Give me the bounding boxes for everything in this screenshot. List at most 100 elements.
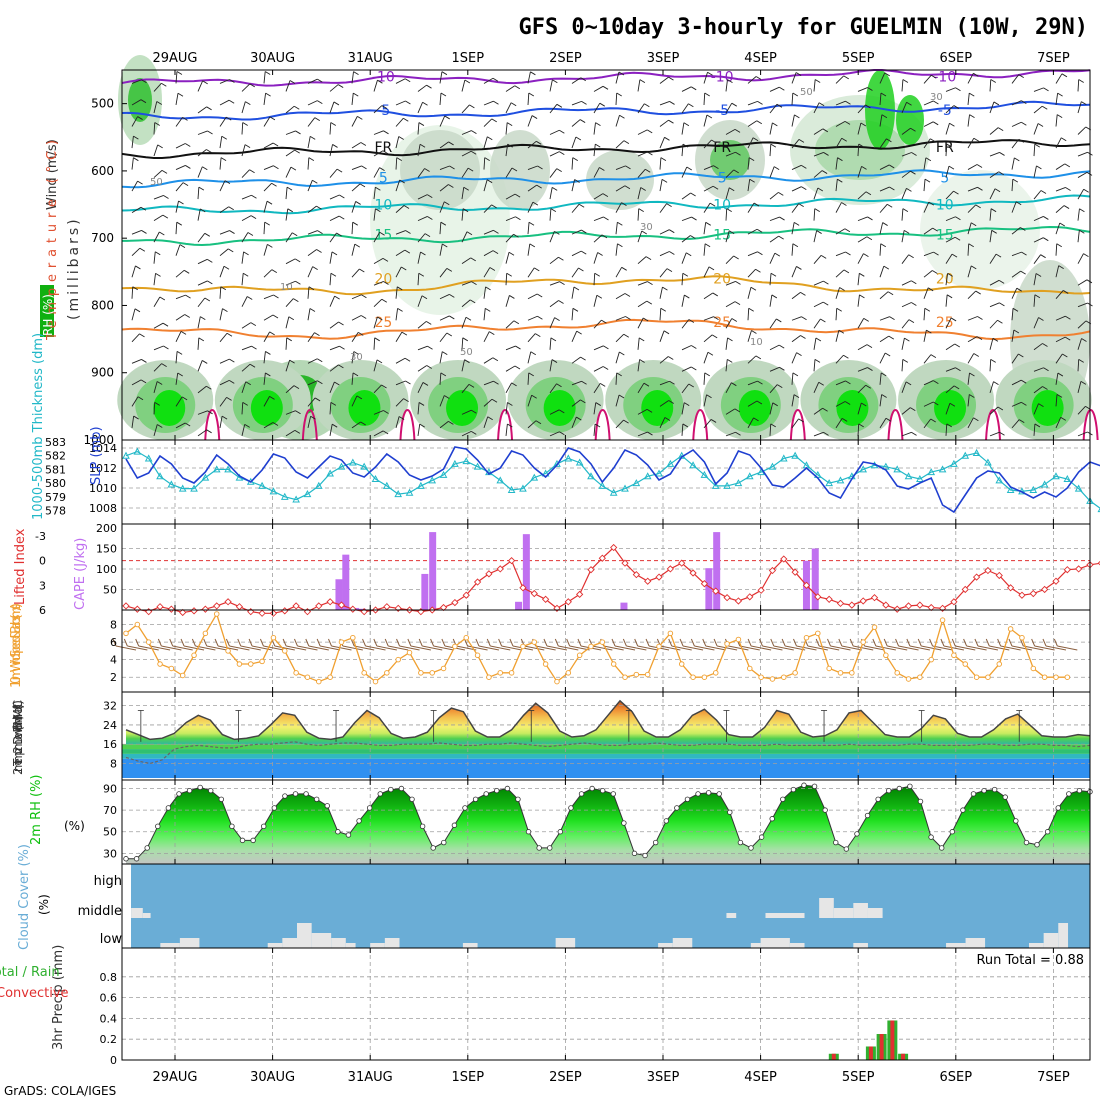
rh-point [970, 791, 977, 797]
wind-barb [546, 645, 568, 651]
wind-barb [622, 638, 627, 647]
wind-barb [131, 116, 138, 127]
wind-barb [395, 380, 406, 386]
wind-barb [514, 85, 521, 90]
wind-barb [901, 302, 912, 308]
wind-barb [814, 208, 820, 213]
wind-barb [285, 337, 288, 350]
wind-barb [621, 266, 627, 271]
wind-barb [704, 92, 710, 97]
wind-barb [879, 352, 886, 364]
wind-barb [351, 165, 362, 170]
wind-barb [373, 384, 382, 394]
isotherm-30 [301, 409, 318, 441]
wind-barb [946, 143, 952, 148]
wind-barb [967, 73, 974, 84]
wind-barb [288, 316, 295, 321]
wind-barb [418, 638, 423, 647]
wind-barb [469, 104, 475, 109]
wind-barb [603, 645, 624, 651]
isotherm-label: 15 [936, 228, 954, 244]
wind-barb [769, 192, 779, 200]
wind-barb [659, 417, 666, 429]
wind-barb [618, 71, 625, 76]
wind-barb [1056, 394, 1063, 398]
wind-barb [241, 101, 246, 114]
wind-barb [307, 332, 315, 343]
thickness-point [224, 465, 232, 473]
rh-point [1013, 818, 1019, 824]
wind-barb [917, 638, 922, 647]
rh-point [208, 787, 214, 794]
cloud-middle-bar [131, 908, 143, 918]
thickness-point [280, 492, 289, 500]
wind-barb [1034, 645, 1055, 651]
wind-barb [137, 116, 143, 120]
lifted-index-point [1075, 565, 1083, 573]
wind-tick: 6 [110, 636, 117, 649]
wind-barb [360, 142, 367, 146]
wind-barb [162, 322, 169, 327]
wind-speed-point [690, 674, 696, 680]
wind-barb [951, 253, 958, 258]
wind-barb [449, 294, 455, 298]
date-label-bottom: 31AUG [348, 1070, 393, 1085]
wind-barb [791, 372, 794, 385]
wind-barb [967, 222, 972, 235]
wind-barb [577, 638, 582, 647]
wind-barb [163, 345, 169, 350]
wind-barb [285, 166, 292, 178]
wind-barb [398, 136, 404, 140]
wind-barb [175, 165, 186, 170]
wind-barb [989, 188, 996, 200]
wind-barb [271, 182, 277, 187]
wind-barb [183, 645, 205, 651]
cloud-low-bar [370, 943, 385, 948]
isotherm-label: 10 [936, 197, 954, 213]
wind-speed-point [747, 665, 753, 672]
wind-barb [356, 395, 363, 400]
wind-barb [535, 645, 556, 651]
wind-barb [478, 645, 500, 651]
wind-barb [1056, 243, 1062, 248]
wind-barb [249, 83, 256, 88]
wind-barb [909, 645, 930, 651]
wind-barb [573, 286, 580, 291]
wind-barb [407, 638, 412, 647]
wind-barb [430, 638, 435, 647]
rh-point [568, 805, 574, 811]
wind-barb [395, 331, 403, 343]
wind-barb [382, 430, 389, 435]
cloud-axis-label: Cloud Cover (%) [17, 844, 32, 950]
wind-barb [791, 266, 797, 278]
wind-barb [176, 221, 183, 226]
wind-speed-point [191, 652, 197, 659]
wind-barb [580, 77, 587, 82]
wind-barb [624, 293, 631, 297]
cloud-middle-bar [142, 913, 151, 918]
wind-barb [858, 143, 864, 148]
rh-tick: 90 [103, 782, 117, 795]
wind-barb [139, 247, 146, 252]
wind-barb [197, 297, 206, 308]
wind-speed-point [282, 648, 288, 654]
wind-barb [273, 165, 279, 170]
wind-barb [581, 380, 587, 385]
wind-barb [857, 144, 860, 157]
wind-barb [197, 385, 207, 394]
wind-barb [153, 251, 156, 264]
wind-barb [514, 193, 521, 198]
wind-speed-point [497, 670, 504, 676]
wind-barb [483, 250, 494, 257]
wind-barb [1056, 114, 1063, 118]
wind-barb [141, 79, 147, 84]
wind-barb [199, 208, 206, 213]
wind-barb [571, 229, 582, 235]
cloud-low-bar [853, 943, 868, 948]
wind-barb [493, 100, 499, 105]
thickness-point [314, 481, 323, 489]
wind-barb [681, 122, 685, 135]
wind-barb [845, 100, 851, 105]
wind-barb [778, 235, 784, 240]
lifted-index-point [757, 586, 765, 594]
